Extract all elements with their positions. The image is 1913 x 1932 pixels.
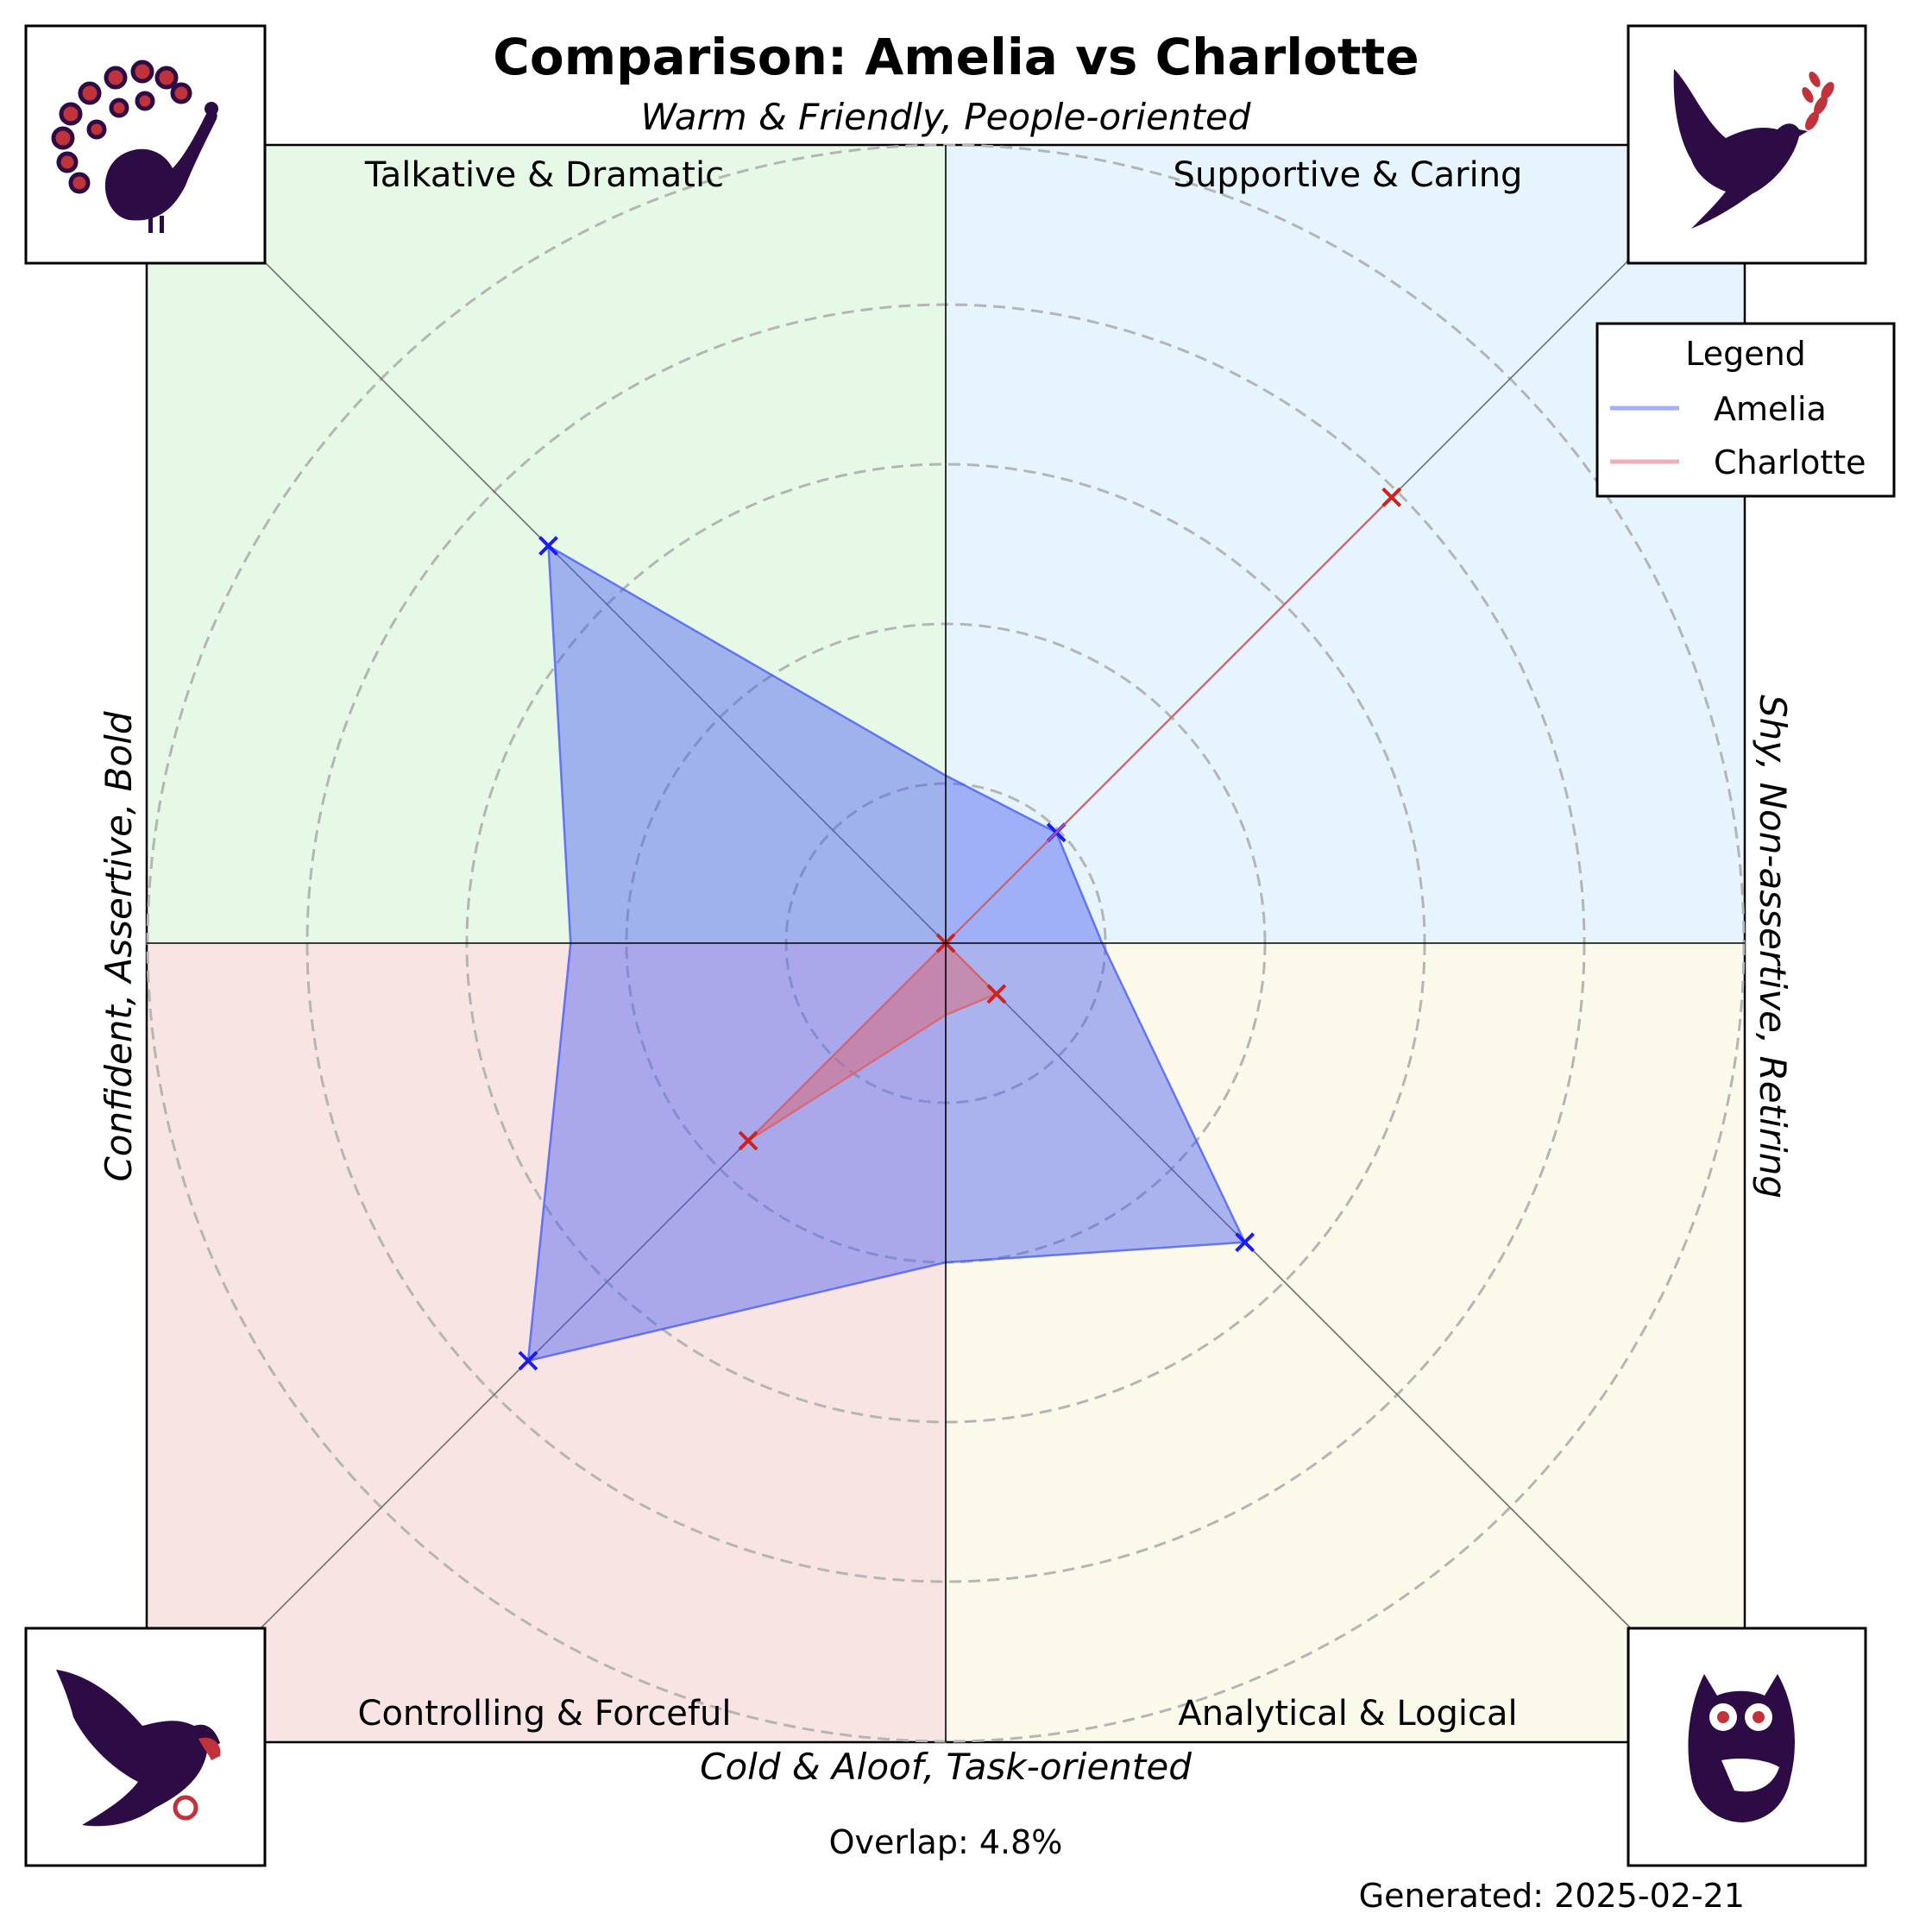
- axis-label-right: Shy, Non-assertive, Retiring: [1752, 695, 1794, 1199]
- overlap-text: Overlap: 4.8%: [829, 1823, 1063, 1861]
- marker-charlotte-225: [738, 1130, 758, 1151]
- marker-amelia-315: [1235, 1232, 1255, 1253]
- axis-label-bottom: Cold & Aloof, Task-oriented: [700, 1746, 1192, 1788]
- quadrant-label-analytical: Analytical & Logical: [1178, 1694, 1517, 1734]
- marker-charlotte-45: [1381, 487, 1402, 507]
- chart-title: Comparison: Amelia vs Charlotte: [493, 28, 1419, 86]
- axis-label-top: Warm & Friendly, People-oriented: [640, 96, 1250, 138]
- marker-charlotte-315: [986, 984, 1007, 1004]
- quadrant-label-controlling: Controlling & Forceful: [358, 1694, 732, 1734]
- generated-date: Generated: 2025-02-21: [1359, 1877, 1745, 1915]
- marker-amelia-225: [518, 1350, 538, 1371]
- legend-title: Legend: [1685, 335, 1806, 373]
- dove-icon: [1627, 24, 1867, 265]
- owl-icon: [1627, 1627, 1867, 1867]
- legend: Legend Amelia Charlotte: [1595, 322, 1896, 498]
- quadrant-label-talkative: Talkative & Dramatic: [364, 155, 724, 195]
- peacock-icon: [24, 24, 267, 265]
- axis-label-left: Confident, Assertive, Bold: [98, 711, 140, 1181]
- legend-entry-charlotte: Charlotte: [1714, 444, 1866, 481]
- legend-entry-amelia: Amelia: [1714, 390, 1827, 428]
- marker-amelia-135: [538, 536, 558, 556]
- quadrant-label-supportive: Supportive & Caring: [1174, 155, 1523, 195]
- eagle-icon: [24, 1627, 267, 1867]
- spoke-315: [945, 942, 1740, 1737]
